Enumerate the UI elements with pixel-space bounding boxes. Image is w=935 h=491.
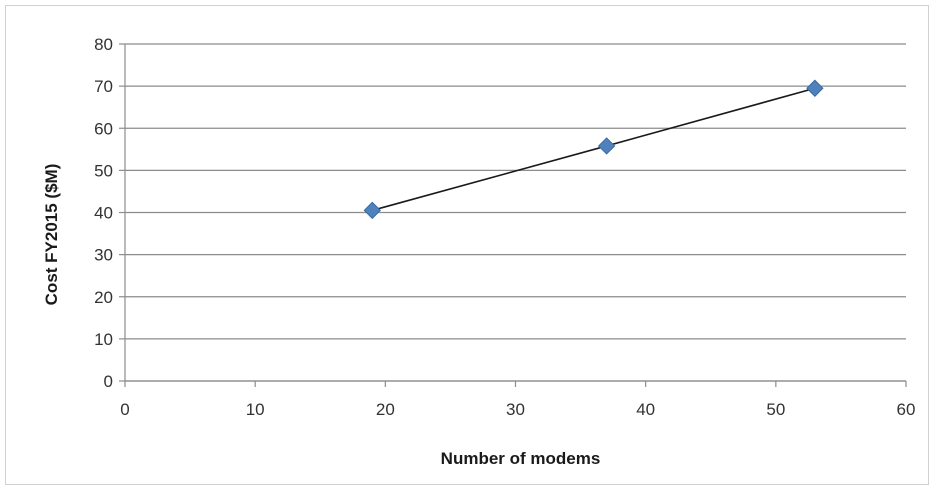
x-tick-label: 10	[246, 400, 265, 419]
data-series	[363, 79, 824, 220]
y-tick-label: 70	[94, 77, 113, 96]
y-axis-title: Cost FY2015 ($M)	[42, 164, 61, 306]
chart-frame	[5, 5, 929, 485]
data-point	[363, 201, 382, 220]
axes	[119, 43, 907, 387]
data-point	[806, 79, 824, 97]
x-tick-label: 20	[376, 400, 395, 419]
y-tick-label: 80	[94, 35, 113, 54]
x-axis-title: Number of modems	[441, 449, 601, 468]
data-point	[597, 137, 616, 155]
y-tick-label: 0	[104, 372, 113, 391]
x-tick-label: 60	[897, 400, 916, 419]
y-tick-label: 60	[94, 119, 113, 138]
y-tick-label: 20	[94, 288, 113, 307]
x-tick-label: 50	[766, 400, 785, 419]
y-tick-label: 30	[94, 246, 113, 265]
series-line	[372, 87, 816, 212]
x-tick-label: 40	[636, 400, 655, 419]
x-tick-label: 30	[506, 400, 525, 419]
y-tick-label: 40	[94, 204, 113, 223]
x-tick-label: 0	[120, 400, 129, 419]
grid-lines	[125, 43, 906, 382]
tick-labels: 0 10 20 30 40 50 60 70 80 0 10 20 30 40 50 60	[94, 35, 915, 419]
y-tick-label: 10	[94, 330, 113, 349]
y-tick-label: 50	[94, 161, 113, 180]
